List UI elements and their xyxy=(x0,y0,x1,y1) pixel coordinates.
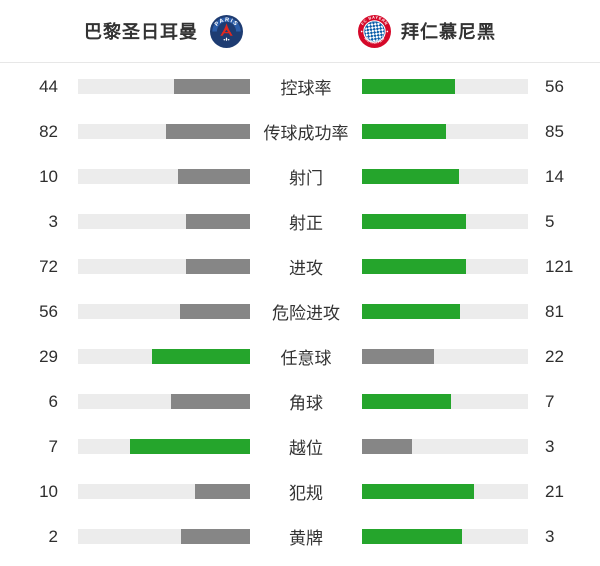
home-bar xyxy=(78,124,250,139)
home-bar-fill xyxy=(129,439,250,454)
home-bar-fill xyxy=(179,304,250,319)
away-bar xyxy=(362,529,528,544)
away-bar-fill xyxy=(362,349,434,364)
away-value: 56 xyxy=(545,76,564,96)
home-bar xyxy=(78,169,250,184)
home-bar-fill xyxy=(174,79,250,94)
away-value: 22 xyxy=(545,346,564,366)
stat-label: 控球率 xyxy=(280,79,332,98)
home-value: 6 xyxy=(48,391,58,411)
home-value: 3 xyxy=(48,211,58,231)
home-bar-fill xyxy=(185,259,250,274)
away-bar-fill xyxy=(362,124,447,139)
stat-row: 3 射正 5 xyxy=(0,199,600,244)
stat-label: 射门 xyxy=(289,169,323,188)
home-bar-fill xyxy=(181,529,250,544)
stat-label: 黄牌 xyxy=(289,529,323,548)
home-bar xyxy=(78,79,250,94)
stat-row: 6 角球 7 xyxy=(0,379,600,424)
home-bar-fill xyxy=(152,349,250,364)
away-value: 7 xyxy=(545,391,555,411)
home-bar xyxy=(78,304,250,319)
home-value: 72 xyxy=(39,256,58,276)
away-bar-fill xyxy=(362,439,412,454)
home-bar xyxy=(78,259,250,274)
away-bar xyxy=(362,304,528,319)
away-bar xyxy=(362,124,528,139)
home-bar xyxy=(78,214,250,229)
svg-text:MÜNCHEN: MÜNCHEN xyxy=(363,35,385,44)
home-bar xyxy=(78,529,250,544)
away-team-name: 拜仁慕尼黑 xyxy=(401,22,496,42)
away-value: 85 xyxy=(545,121,564,141)
home-value: 7 xyxy=(48,436,58,456)
stat-row: 7 越位 3 xyxy=(0,424,600,469)
away-bar-fill xyxy=(362,169,459,184)
home-bar xyxy=(78,439,250,454)
stat-label: 传球成功率 xyxy=(263,124,349,143)
away-bar-fill xyxy=(362,259,467,274)
away-value: 5 xyxy=(545,211,555,231)
bayern-crest-icon: FC BAYERN MÜNCHEN xyxy=(358,14,391,48)
home-value: 2 xyxy=(48,526,58,546)
away-bar xyxy=(362,79,528,94)
stat-label: 射正 xyxy=(289,214,323,233)
stat-label: 犯规 xyxy=(289,484,323,503)
home-team-header: 巴黎圣日耳曼 PARIS xyxy=(0,0,300,62)
stat-label: 进攻 xyxy=(289,259,323,278)
away-bar-fill xyxy=(362,214,466,229)
away-value: 81 xyxy=(545,301,564,321)
stat-row: 10 犯规 21 xyxy=(0,469,600,514)
home-bar-fill xyxy=(178,169,250,184)
away-bar-fill xyxy=(362,79,455,94)
away-bar xyxy=(362,259,528,274)
header: 巴黎圣日耳曼 PARIS xyxy=(0,0,600,63)
away-value: 3 xyxy=(545,436,555,456)
stat-row: 10 射门 14 xyxy=(0,154,600,199)
home-team-name: 巴黎圣日耳曼 xyxy=(84,22,198,42)
stat-label: 越位 xyxy=(289,439,323,458)
away-bar xyxy=(362,394,528,409)
home-bar-fill xyxy=(185,214,250,229)
away-bar-fill xyxy=(362,529,462,544)
psg-crest-icon: PARIS xyxy=(210,14,243,48)
stat-row: 29 任意球 22 xyxy=(0,334,600,379)
home-bar xyxy=(78,349,250,364)
away-bar-fill xyxy=(362,304,461,319)
stat-row: 72 进攻 121 xyxy=(0,244,600,289)
away-value: 14 xyxy=(545,166,564,186)
home-bar xyxy=(78,484,250,499)
stats-list: 44 控球率 56 82 传球成功率 85 10 射门 14 3 射正 5 72… xyxy=(0,63,600,559)
home-value: 82 xyxy=(39,121,58,141)
home-bar-fill xyxy=(170,394,250,409)
away-value: 21 xyxy=(545,481,564,501)
svg-text:PARIS: PARIS xyxy=(214,17,239,28)
away-bar xyxy=(362,484,528,499)
away-bar-fill xyxy=(362,394,452,409)
away-bar-fill xyxy=(362,484,475,499)
stat-row: 56 危险进攻 81 xyxy=(0,289,600,334)
stat-label: 任意球 xyxy=(280,349,332,368)
home-value: 29 xyxy=(39,346,58,366)
away-team-header: FC BAYERN MÜNCHEN 拜仁慕尼黑 xyxy=(300,0,600,62)
away-value: 121 xyxy=(545,256,574,276)
home-bar xyxy=(78,394,250,409)
home-value: 44 xyxy=(39,76,58,96)
home-value: 10 xyxy=(39,481,58,501)
stat-label: 危险进攻 xyxy=(272,304,340,323)
away-value: 3 xyxy=(545,526,555,546)
home-value: 10 xyxy=(39,166,58,186)
away-bar xyxy=(362,349,528,364)
stat-row: 44 控球率 56 xyxy=(0,64,600,109)
home-bar-fill xyxy=(165,124,250,139)
stat-row: 82 传球成功率 85 xyxy=(0,109,600,154)
home-value: 56 xyxy=(39,301,58,321)
away-bar xyxy=(362,439,528,454)
away-bar xyxy=(362,169,528,184)
away-bar xyxy=(362,214,528,229)
stat-label: 角球 xyxy=(289,394,323,413)
stat-row: 2 黄牌 3 xyxy=(0,514,600,559)
home-bar-fill xyxy=(194,484,250,499)
